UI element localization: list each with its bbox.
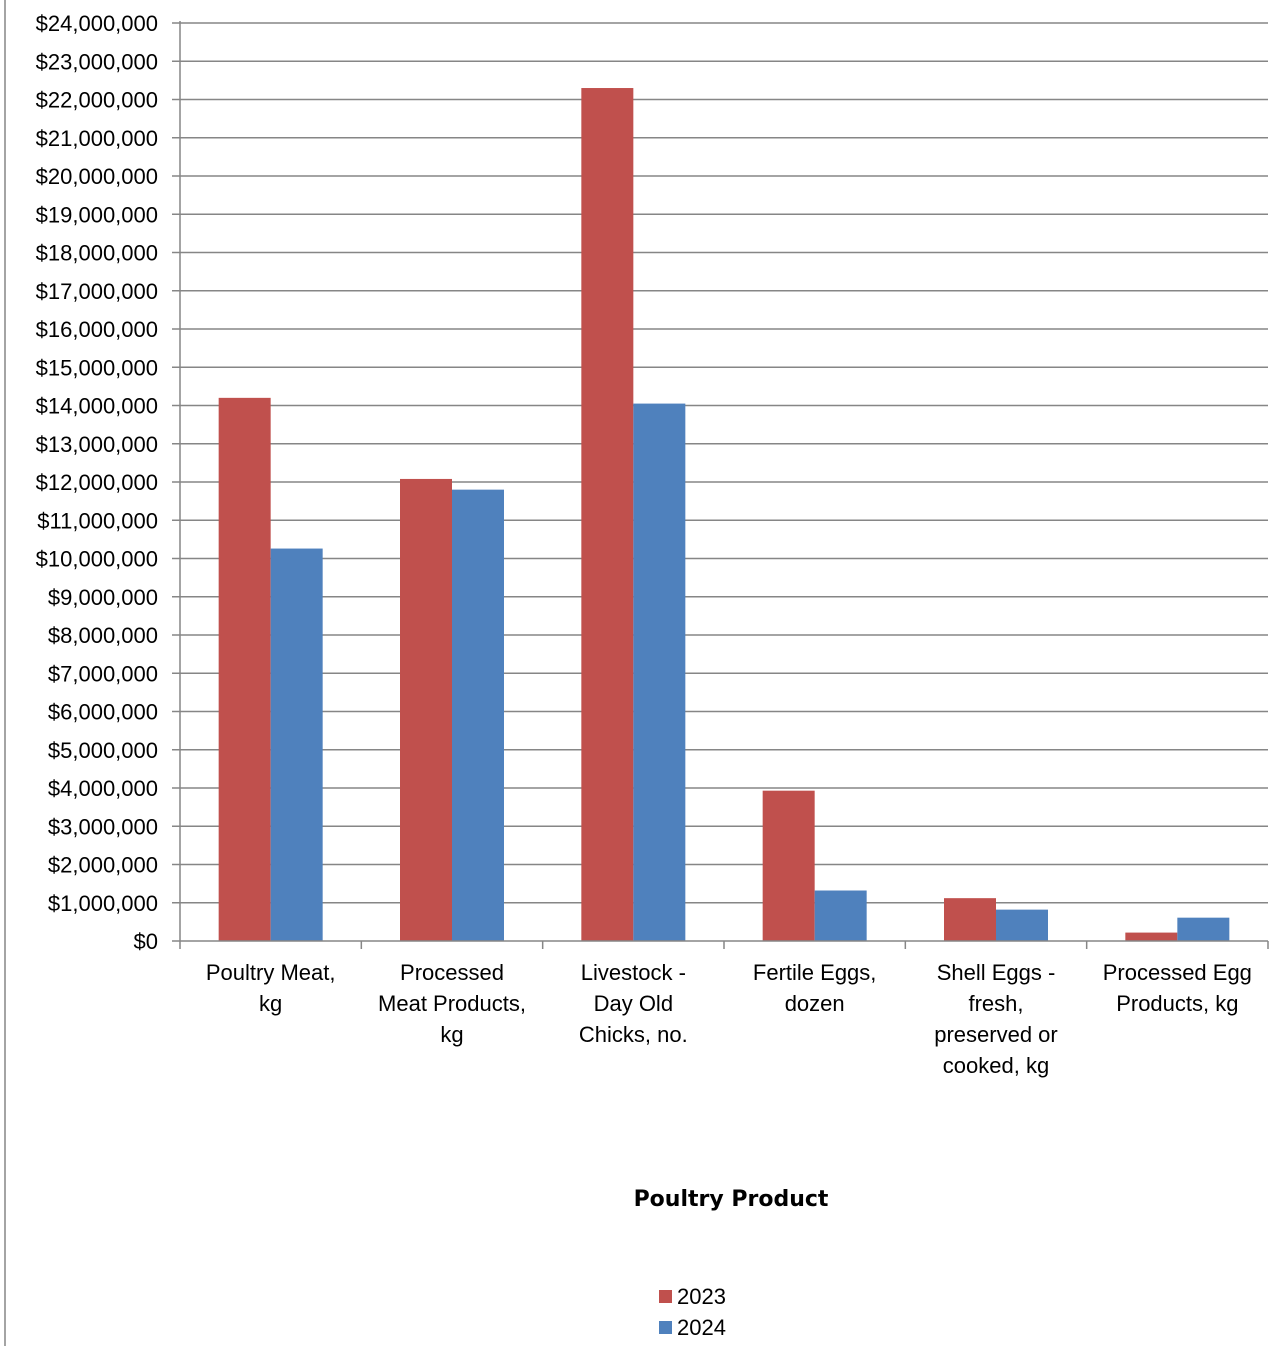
bar-2023-4 bbox=[762, 790, 815, 941]
y-tick-labels: $0 $1,000,000 $2,000,000 $3,000,000 $4,000,0… bbox=[36, 11, 158, 954]
bar-2024-1 bbox=[270, 548, 323, 941]
y-tick-label: $9,000,000 bbox=[48, 585, 158, 610]
y-tick-label: $15,000,000 bbox=[36, 355, 158, 380]
bar-2024-5 bbox=[996, 909, 1048, 941]
x-category-label: Processed Meat Products, kg bbox=[378, 960, 526, 1047]
y-tick-label: $22,000,000 bbox=[36, 88, 158, 113]
y-tick-label: $6,000,000 bbox=[48, 700, 158, 725]
bar-2023-2 bbox=[400, 478, 452, 941]
legend: 2023 2024 bbox=[659, 1284, 726, 1340]
x-category-label: Processed Egg Products, kg bbox=[1103, 960, 1252, 1016]
legend-swatch-2023 bbox=[659, 1290, 672, 1303]
y-tick-label: $8,000,000 bbox=[48, 623, 158, 648]
y-tick-label: $10,000,000 bbox=[36, 547, 158, 572]
bar-2024-3 bbox=[633, 403, 686, 941]
bar-2023-3 bbox=[581, 88, 634, 941]
legend-swatch-2024 bbox=[659, 1321, 672, 1334]
y-tick-label: $7,000,000 bbox=[48, 661, 158, 686]
y-tick-label: $23,000,000 bbox=[36, 49, 158, 74]
y-tick-label: $20,000,000 bbox=[36, 164, 158, 189]
bar-2024-2 bbox=[452, 489, 504, 941]
x-axis-title: Poultry Product bbox=[634, 1187, 829, 1212]
bar-2023-6 bbox=[1125, 932, 1178, 941]
gridlines bbox=[180, 22, 1268, 904]
x-category-label: Shell Eggs -fresh, preserved or cooked, kg bbox=[934, 960, 1058, 1078]
y-tick-label: $14,000,000 bbox=[36, 394, 158, 419]
y-tick-label: $13,000,000 bbox=[36, 432, 158, 457]
y-tick-label: $17,000,000 bbox=[36, 279, 158, 304]
x-category-label: Livestock -Day Old Chicks, no. bbox=[579, 960, 688, 1047]
legend-label-2023: 2023 bbox=[677, 1284, 726, 1309]
y-tick-label: $18,000,000 bbox=[36, 241, 158, 266]
y-tick-label: $24,000,000 bbox=[36, 11, 158, 36]
x-category-label: Fertile Eggs, dozen bbox=[753, 960, 877, 1016]
y-tick-label: $16,000,000 bbox=[36, 317, 158, 342]
y-tick-label: $3,000,000 bbox=[48, 814, 158, 839]
x-category-label: Poultry Meat, kg bbox=[206, 960, 336, 1016]
legend-label-2024: 2024 bbox=[677, 1315, 726, 1340]
y-tick-label: $1,000,000 bbox=[48, 891, 158, 916]
y-tick-label: $19,000,000 bbox=[36, 202, 158, 227]
axes bbox=[172, 21, 1269, 949]
y-tick-label: $21,000,000 bbox=[36, 126, 158, 151]
bar-2024-6 bbox=[1177, 917, 1230, 941]
y-tick-label: $5,000,000 bbox=[48, 738, 158, 763]
y-tick-label: $12,000,000 bbox=[36, 470, 158, 495]
y-tick-label: $2,000,000 bbox=[48, 853, 158, 878]
y-tick-label: $11,000,000 bbox=[37, 508, 158, 533]
bar-2023-1 bbox=[218, 397, 271, 942]
bar-2024-4 bbox=[814, 890, 867, 941]
bar-2023-5 bbox=[944, 898, 996, 941]
y-tick-label: $4,000,000 bbox=[48, 776, 158, 801]
bars bbox=[218, 88, 1230, 942]
y-tick-label: $0 bbox=[134, 929, 158, 954]
x-category-labels: Poultry Meat, kg Processed Meat Products, kg… bbox=[206, 960, 1252, 1078]
